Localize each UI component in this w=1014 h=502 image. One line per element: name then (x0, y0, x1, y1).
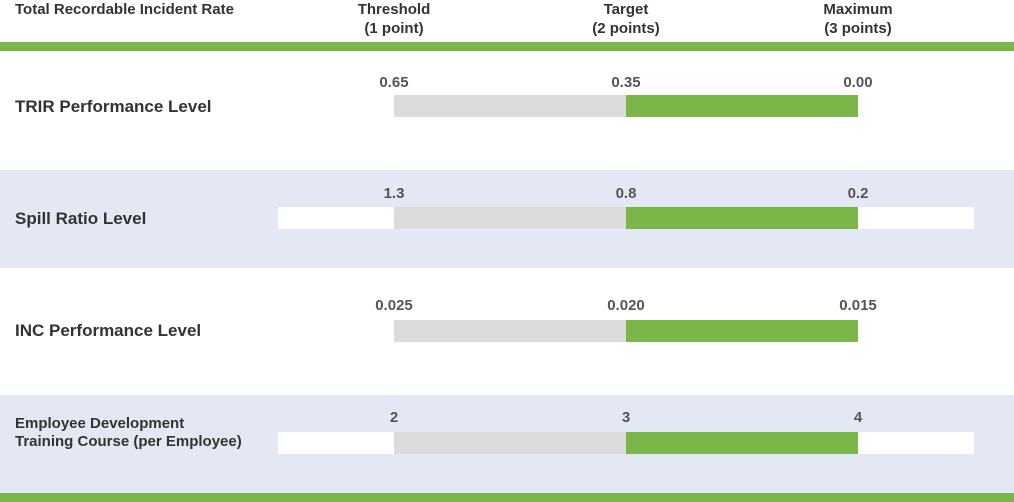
bar-threshold-segment (394, 432, 626, 454)
row-label: Employee Development Training Course (pe… (15, 415, 242, 450)
bar-target-segment (626, 95, 858, 117)
header-target-points: (2 points) (592, 20, 660, 37)
row-label: TRIR Performance Level (15, 97, 212, 116)
tick-maximum: 4 (853, 409, 863, 426)
tick-threshold: 0.65 (379, 74, 409, 91)
bar-target-segment (626, 207, 858, 229)
chart-header: Total Recordable Incident Rate Threshold… (0, 0, 1014, 42)
tick-maximum: 0.015 (839, 297, 877, 314)
row-training: 2 3 4 Employee Development Training Cour… (0, 395, 1014, 493)
tick-maximum: 0.00 (843, 74, 873, 91)
row-spill: 1.3 0.8 0.2 Spill Ratio Level (0, 170, 1014, 268)
footer-divider (0, 493, 1014, 502)
tick-threshold: 1.3 (383, 185, 405, 202)
tick-target: 3 (621, 409, 631, 426)
tick-target: 0.35 (611, 74, 641, 91)
header-maximum-points: (3 points) (824, 20, 892, 37)
row-label: INC Performance Level (15, 321, 202, 340)
header-threshold-points: (1 point) (364, 20, 424, 37)
header-threshold: Threshold (1 point) (304, 0, 484, 38)
bar-threshold-segment (394, 207, 626, 229)
header-divider (0, 42, 1014, 51)
header-target-title: Target (603, 1, 649, 18)
row-trir: 0.65 0.35 0.00 TRIR Performance Level (0, 51, 1014, 170)
row-inc: 0.025 0.020 0.015 INC Performance Level (0, 268, 1014, 395)
bar-threshold-segment (394, 95, 626, 117)
tick-threshold: 2 (389, 409, 399, 426)
header-maximum: Maximum (3 points) (768, 0, 948, 38)
tick-target: 0.020 (607, 297, 645, 314)
bar-target-segment (626, 320, 858, 342)
header-label: Total Recordable Incident Rate (15, 1, 234, 18)
bar-threshold-segment (394, 320, 626, 342)
header-maximum-title: Maximum (823, 1, 893, 18)
header-threshold-title: Threshold (357, 1, 431, 18)
header-target: Target (2 points) (536, 0, 716, 38)
bar-target-segment (626, 432, 858, 454)
tick-threshold: 0.025 (375, 297, 413, 314)
row-label: Spill Ratio Level (15, 209, 147, 228)
tick-maximum: 0.2 (847, 185, 869, 202)
tick-target: 0.8 (615, 185, 637, 202)
